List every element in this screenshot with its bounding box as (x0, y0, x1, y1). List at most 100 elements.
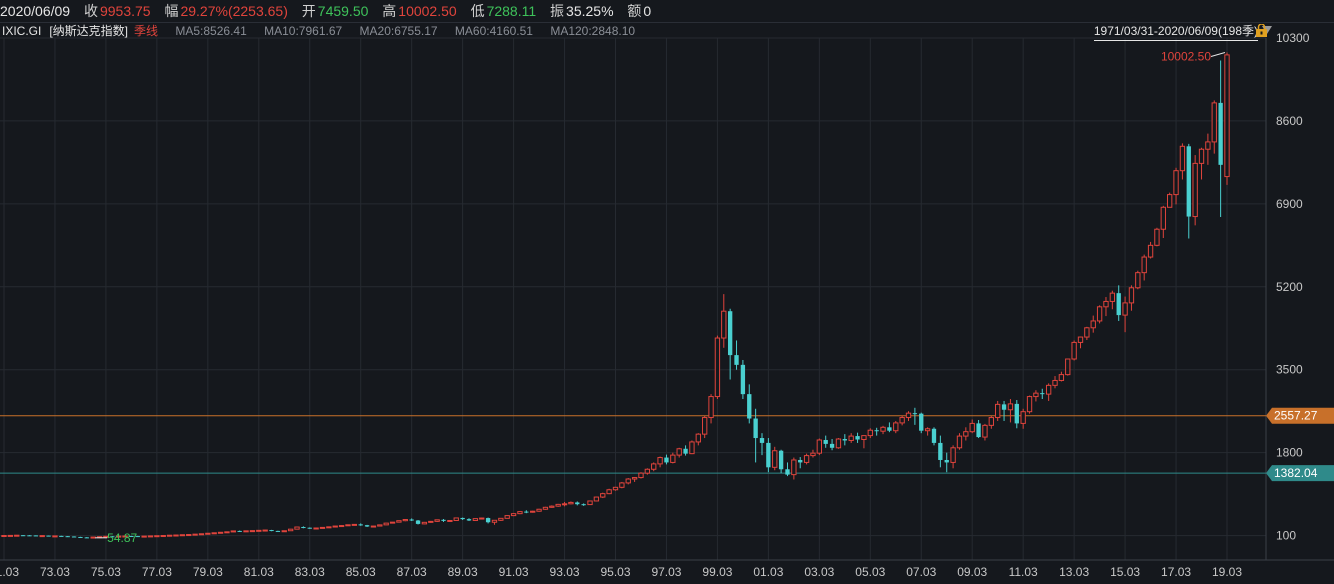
ma5-value: MA5:8526.41 (175, 24, 247, 38)
candle-body (491, 519, 498, 523)
candle-body (887, 427, 892, 431)
candle-body (912, 413, 918, 415)
candle-body (358, 524, 363, 526)
candle-body (1103, 300, 1109, 308)
candle-body (714, 337, 721, 398)
candle-body (1040, 393, 1045, 395)
candle-body (84, 537, 89, 539)
high-label: 高 (382, 3, 397, 19)
candle-body (237, 530, 242, 532)
x-tick-label: 81.03 (244, 565, 274, 579)
candle-body (969, 422, 975, 433)
amount-value: 0 (643, 3, 652, 19)
candle-body (1211, 102, 1217, 143)
candle-body (460, 517, 465, 520)
lock-icon[interactable] (1256, 24, 1267, 37)
candle-body (1186, 146, 1191, 217)
x-tick-label: 75.03 (91, 565, 121, 579)
candle-body (409, 519, 414, 521)
candle-body (1033, 392, 1039, 398)
candle-body (759, 438, 765, 443)
candle-body (555, 503, 561, 507)
candle-body (262, 529, 268, 532)
candle-body (466, 519, 472, 521)
candle-body (485, 518, 491, 523)
reference-line-label-bg (1266, 407, 1334, 424)
candle-body (256, 529, 262, 532)
candle-body (625, 478, 631, 484)
chevron-down-icon[interactable] (1262, 26, 1272, 34)
candle-body (848, 435, 854, 441)
max-pointer (1210, 52, 1226, 57)
candle-body (166, 534, 173, 537)
candle-body (835, 438, 842, 449)
candle-body (1007, 403, 1014, 411)
x-tick-label: 89.03 (448, 565, 478, 579)
candle-body (198, 533, 205, 536)
candle-body (71, 536, 77, 538)
candle-body (880, 426, 886, 432)
ma20-value: MA20:6755.17 (359, 24, 438, 38)
candle-body (944, 459, 949, 463)
candle-body (249, 530, 256, 533)
candle-body (1014, 403, 1019, 424)
candle-body (638, 472, 644, 479)
candle-body (269, 530, 274, 532)
candle-body (612, 486, 619, 491)
candle-body (326, 526, 332, 529)
candle-body (651, 463, 657, 470)
candle-body (402, 519, 408, 522)
y-tick-label: 1800 (1276, 446, 1303, 460)
candle-body (702, 417, 708, 435)
x-tick-label: 79.03 (193, 565, 223, 579)
y-tick-label: 6900 (1276, 197, 1303, 211)
candle-body (893, 422, 899, 432)
amplitude-value: 35.25% (566, 3, 614, 19)
candle-body (919, 413, 924, 431)
candle-body (689, 441, 695, 455)
candle-body (740, 364, 746, 395)
candle-body (110, 536, 115, 538)
candle-body (708, 396, 714, 419)
amount-label: 额 (627, 3, 642, 19)
candle-body (275, 530, 281, 532)
candle-body (122, 535, 128, 538)
candle-body (351, 523, 358, 526)
candle-body (530, 510, 536, 513)
period-selector[interactable]: 季线 (134, 24, 159, 38)
candle-body (855, 436, 860, 440)
close-label: 收 (83, 3, 98, 19)
candle-body (772, 450, 778, 468)
candle-body (377, 524, 383, 527)
quote-info-bar: 2020/06/09 收 9953.75 幅 29.27%(2253.65) 开 74… (0, 0, 1334, 23)
candle-body (510, 513, 517, 517)
reference-line-label: 2557.27 (1274, 409, 1318, 423)
candle-body (147, 535, 154, 538)
candle-body (829, 443, 835, 448)
candle-body (816, 439, 822, 454)
candle-body (842, 439, 847, 441)
candle-body (345, 524, 351, 527)
candle-body (27, 535, 32, 537)
max-annotation: 10002.50 (1161, 50, 1211, 64)
candle-body (1141, 256, 1147, 274)
candle-body (1090, 320, 1096, 329)
candle-body (1109, 292, 1116, 302)
candle-body (441, 519, 446, 521)
candle-body (39, 535, 45, 538)
candle-body (861, 435, 867, 441)
candle-body (517, 511, 523, 515)
candle-body (727, 311, 733, 356)
candle-body (766, 442, 771, 468)
candle-body (447, 519, 453, 522)
candle-body (90, 536, 96, 539)
y-tick-label: 5200 (1276, 280, 1303, 294)
candle-body (332, 525, 338, 528)
candle-body (593, 496, 600, 502)
x-tick-label: 13.03 (1059, 565, 1089, 579)
date-range-selector[interactable]: 1971/03/31-2020/06/09(198季) (1093, 22, 1258, 41)
x-tick-label: 17.03 (1161, 565, 1191, 579)
candle-body (931, 428, 937, 443)
candle-body (173, 534, 179, 537)
open-value: 7459.50 (317, 3, 369, 19)
